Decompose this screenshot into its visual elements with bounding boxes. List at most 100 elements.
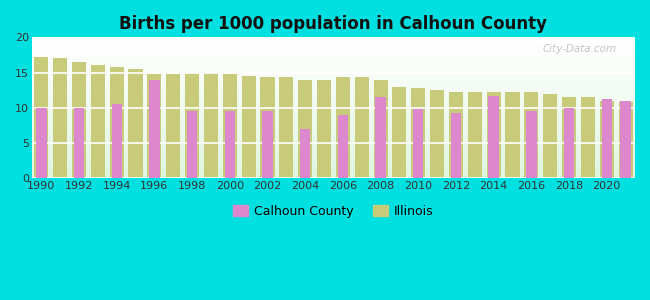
Bar xyxy=(32,59,635,60)
Bar xyxy=(300,129,310,178)
Bar xyxy=(32,106,635,107)
Bar xyxy=(32,56,635,57)
Bar xyxy=(91,65,105,178)
Bar xyxy=(32,105,635,106)
Bar xyxy=(32,142,635,143)
Title: Births per 1000 population in Calhoun County: Births per 1000 population in Calhoun Co… xyxy=(120,15,547,33)
Bar xyxy=(32,81,635,82)
Bar xyxy=(32,136,635,137)
Bar xyxy=(581,97,595,178)
Bar xyxy=(525,92,538,178)
Bar xyxy=(32,149,635,150)
Bar xyxy=(263,111,272,178)
Bar xyxy=(32,53,635,54)
Bar xyxy=(411,88,425,178)
Bar xyxy=(32,170,635,171)
Bar xyxy=(32,94,635,95)
Bar xyxy=(32,116,635,117)
Bar xyxy=(32,88,635,89)
Bar xyxy=(449,92,463,178)
Bar xyxy=(32,128,635,129)
Bar xyxy=(32,87,635,88)
Bar xyxy=(32,84,635,85)
Bar xyxy=(74,108,85,178)
Bar xyxy=(32,85,635,86)
Bar xyxy=(32,57,635,58)
Bar xyxy=(526,111,536,178)
Bar xyxy=(280,77,293,178)
Bar xyxy=(32,154,635,155)
Bar xyxy=(148,74,161,178)
Bar xyxy=(32,164,635,165)
Bar xyxy=(32,75,635,76)
Bar xyxy=(32,68,635,69)
Bar xyxy=(110,67,124,178)
Bar xyxy=(36,108,47,178)
Bar xyxy=(32,117,635,118)
Bar xyxy=(32,100,635,101)
Bar xyxy=(32,77,635,78)
Bar xyxy=(32,83,635,84)
Bar xyxy=(619,102,632,178)
Bar xyxy=(298,80,312,178)
Bar xyxy=(32,135,635,136)
Bar xyxy=(32,175,635,176)
Bar xyxy=(32,123,635,124)
Bar xyxy=(32,96,635,97)
Bar xyxy=(487,92,501,178)
Bar xyxy=(32,67,635,68)
Bar xyxy=(32,74,635,75)
Bar xyxy=(32,131,635,132)
Bar xyxy=(32,148,635,149)
Bar xyxy=(32,114,635,115)
Bar xyxy=(32,49,635,50)
Bar xyxy=(32,112,635,113)
Bar xyxy=(32,76,635,77)
Bar xyxy=(32,150,635,151)
Bar xyxy=(393,87,406,178)
Bar xyxy=(338,115,348,178)
Bar xyxy=(32,111,635,112)
Bar xyxy=(32,54,635,55)
Bar xyxy=(32,78,635,79)
Bar xyxy=(32,103,635,104)
Bar xyxy=(32,132,635,133)
Legend: Calhoun County, Illinois: Calhoun County, Illinois xyxy=(228,200,439,223)
Bar xyxy=(32,157,635,158)
Bar xyxy=(32,45,635,46)
Bar xyxy=(32,168,635,169)
Bar xyxy=(32,50,635,51)
Bar xyxy=(32,108,635,109)
Bar xyxy=(204,73,218,178)
Bar xyxy=(32,113,635,114)
Bar xyxy=(32,134,635,135)
Bar xyxy=(336,77,350,178)
Bar xyxy=(72,62,86,178)
Bar xyxy=(32,171,635,172)
Bar xyxy=(32,125,635,126)
Bar xyxy=(261,77,274,178)
Bar xyxy=(32,151,635,152)
Bar xyxy=(32,172,635,173)
Bar xyxy=(32,92,635,93)
Bar xyxy=(32,167,635,168)
Bar xyxy=(32,99,635,100)
Bar xyxy=(32,70,635,71)
Bar xyxy=(32,71,635,72)
Bar xyxy=(32,162,635,163)
Bar xyxy=(32,55,635,56)
Bar xyxy=(32,40,635,41)
Bar xyxy=(468,92,482,178)
Bar xyxy=(32,61,635,62)
Bar xyxy=(32,156,635,157)
Bar xyxy=(32,124,635,125)
Bar xyxy=(32,141,635,142)
Bar xyxy=(32,118,635,119)
Bar xyxy=(32,177,635,178)
Bar xyxy=(32,127,635,128)
Bar xyxy=(32,86,635,87)
Bar xyxy=(376,97,385,178)
Bar xyxy=(32,43,635,44)
Bar xyxy=(32,120,635,121)
Bar xyxy=(32,98,635,99)
